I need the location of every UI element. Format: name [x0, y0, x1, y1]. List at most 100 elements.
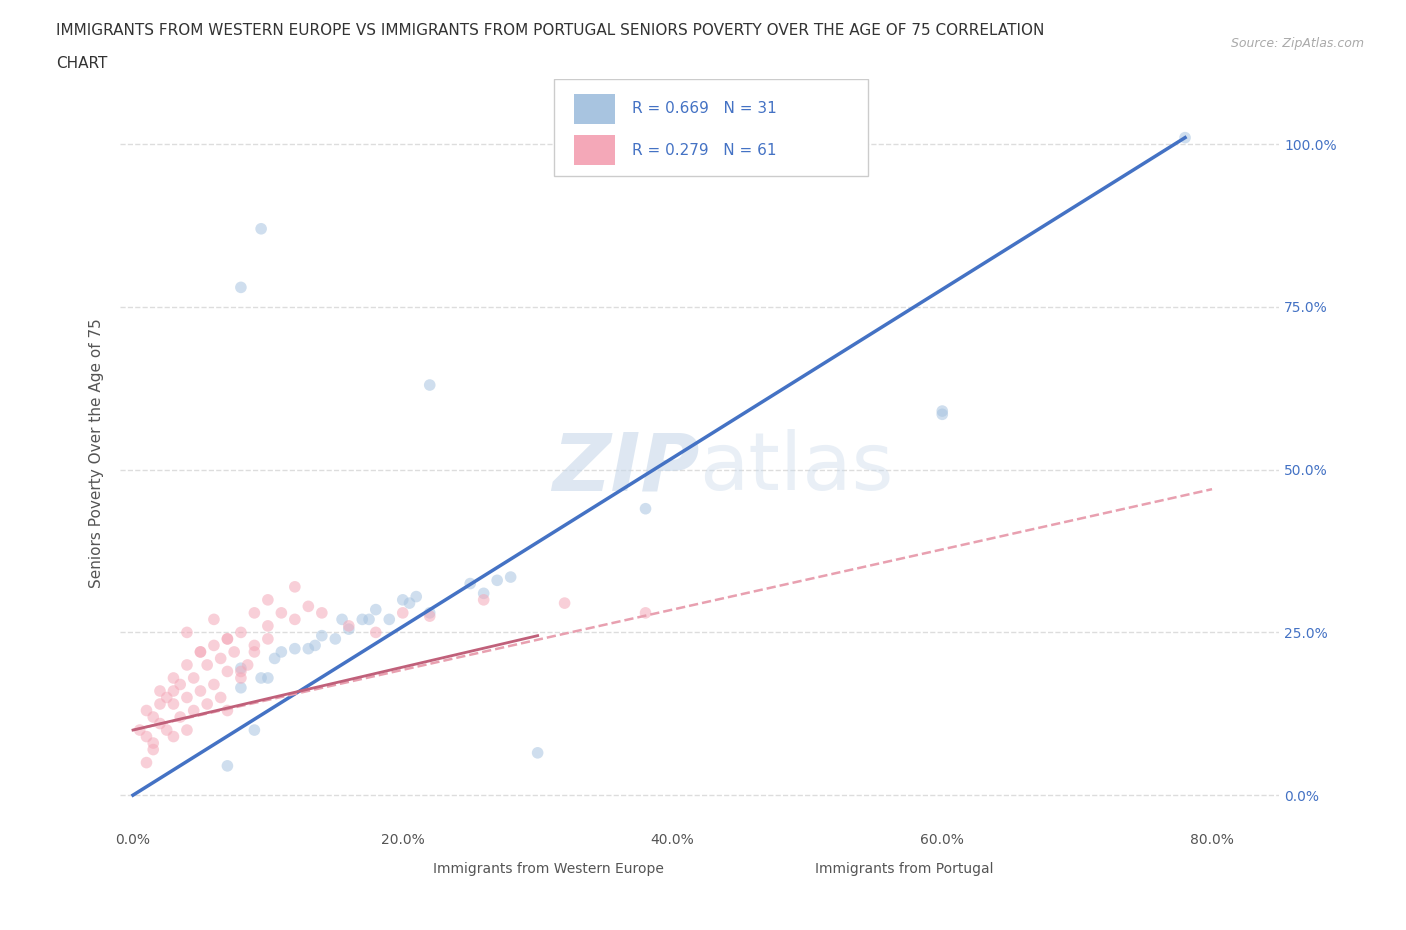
Point [209, 651, 232, 666]
Point [217, 703, 239, 718]
Point [398, 596, 420, 611]
Point [190, 684, 212, 698]
Point [142, 736, 165, 751]
Point [202, 638, 225, 653]
Point [634, 501, 657, 516]
Point [128, 723, 150, 737]
Point [419, 605, 441, 620]
Text: Source: ZipAtlas.com: Source: ZipAtlas.com [1230, 37, 1364, 50]
Point [217, 631, 239, 646]
Point [270, 644, 292, 659]
Text: Immigrants from Portugal: Immigrants from Portugal [815, 862, 994, 876]
FancyBboxPatch shape [574, 94, 614, 124]
Point [156, 723, 179, 737]
Point [270, 605, 292, 620]
Point [931, 404, 953, 418]
Point [162, 671, 184, 685]
Point [357, 612, 380, 627]
Point [378, 612, 401, 627]
Text: atlas: atlas [699, 430, 894, 508]
Point [217, 664, 239, 679]
Point [169, 710, 191, 724]
Point [499, 569, 522, 585]
Point [352, 612, 374, 627]
Point [209, 690, 232, 705]
Point [323, 631, 346, 646]
Point [195, 658, 218, 672]
Text: IMMIGRANTS FROM WESTERN EUROPE VS IMMIGRANTS FROM PORTUGAL SENIORS POVERTY OVER : IMMIGRANTS FROM WESTERN EUROPE VS IMMIGR… [56, 23, 1045, 38]
Point [243, 605, 266, 620]
Point [229, 660, 252, 675]
Point [330, 612, 353, 627]
Point [263, 651, 285, 666]
Point [257, 631, 280, 646]
Point [297, 599, 319, 614]
Point [364, 625, 387, 640]
Y-axis label: Seniors Poverty Over the Age of 75: Seniors Poverty Over the Age of 75 [89, 318, 104, 589]
Point [142, 710, 165, 724]
Text: R = 0.279   N = 61: R = 0.279 N = 61 [633, 142, 776, 158]
Point [149, 684, 172, 698]
Point [135, 703, 157, 718]
Point [243, 638, 266, 653]
Point [229, 625, 252, 640]
Point [176, 690, 198, 705]
Text: CHART: CHART [56, 56, 108, 71]
Point [297, 642, 319, 657]
Point [162, 729, 184, 744]
Point [257, 671, 280, 685]
Point [284, 579, 307, 594]
Point [554, 596, 576, 611]
Point [135, 755, 157, 770]
Point [250, 221, 273, 236]
Point [190, 644, 212, 659]
Point [257, 592, 280, 607]
Point [486, 573, 509, 588]
Point [236, 658, 259, 672]
Point [257, 618, 280, 633]
Point [156, 690, 179, 705]
Point [183, 671, 205, 685]
Point [337, 618, 360, 633]
Point [229, 664, 252, 679]
Point [135, 729, 157, 744]
Point [391, 592, 413, 607]
Point [195, 697, 218, 711]
Point [176, 723, 198, 737]
Point [183, 703, 205, 718]
Text: ZIP: ZIP [553, 430, 699, 508]
Point [284, 612, 307, 627]
FancyBboxPatch shape [574, 135, 614, 166]
FancyBboxPatch shape [758, 858, 799, 883]
Point [311, 629, 333, 644]
Point [224, 644, 246, 659]
Point [217, 631, 239, 646]
Point [419, 378, 441, 392]
Point [243, 723, 266, 737]
Point [149, 716, 172, 731]
Point [526, 746, 548, 761]
Point [162, 697, 184, 711]
Point [162, 684, 184, 698]
Point [419, 609, 441, 624]
Point [202, 612, 225, 627]
Point [634, 605, 657, 620]
Point [176, 658, 198, 672]
Point [217, 759, 239, 774]
Point [250, 671, 273, 685]
Point [169, 677, 191, 692]
FancyBboxPatch shape [554, 79, 868, 177]
Point [458, 577, 481, 591]
Point [202, 677, 225, 692]
Point [337, 622, 360, 637]
Point [229, 671, 252, 685]
Point [472, 592, 495, 607]
Point [311, 605, 333, 620]
Text: R = 0.669   N = 31: R = 0.669 N = 31 [633, 101, 778, 116]
Point [149, 697, 172, 711]
Point [176, 625, 198, 640]
Point [405, 590, 427, 604]
Point [190, 644, 212, 659]
Point [142, 742, 165, 757]
Point [284, 642, 307, 657]
